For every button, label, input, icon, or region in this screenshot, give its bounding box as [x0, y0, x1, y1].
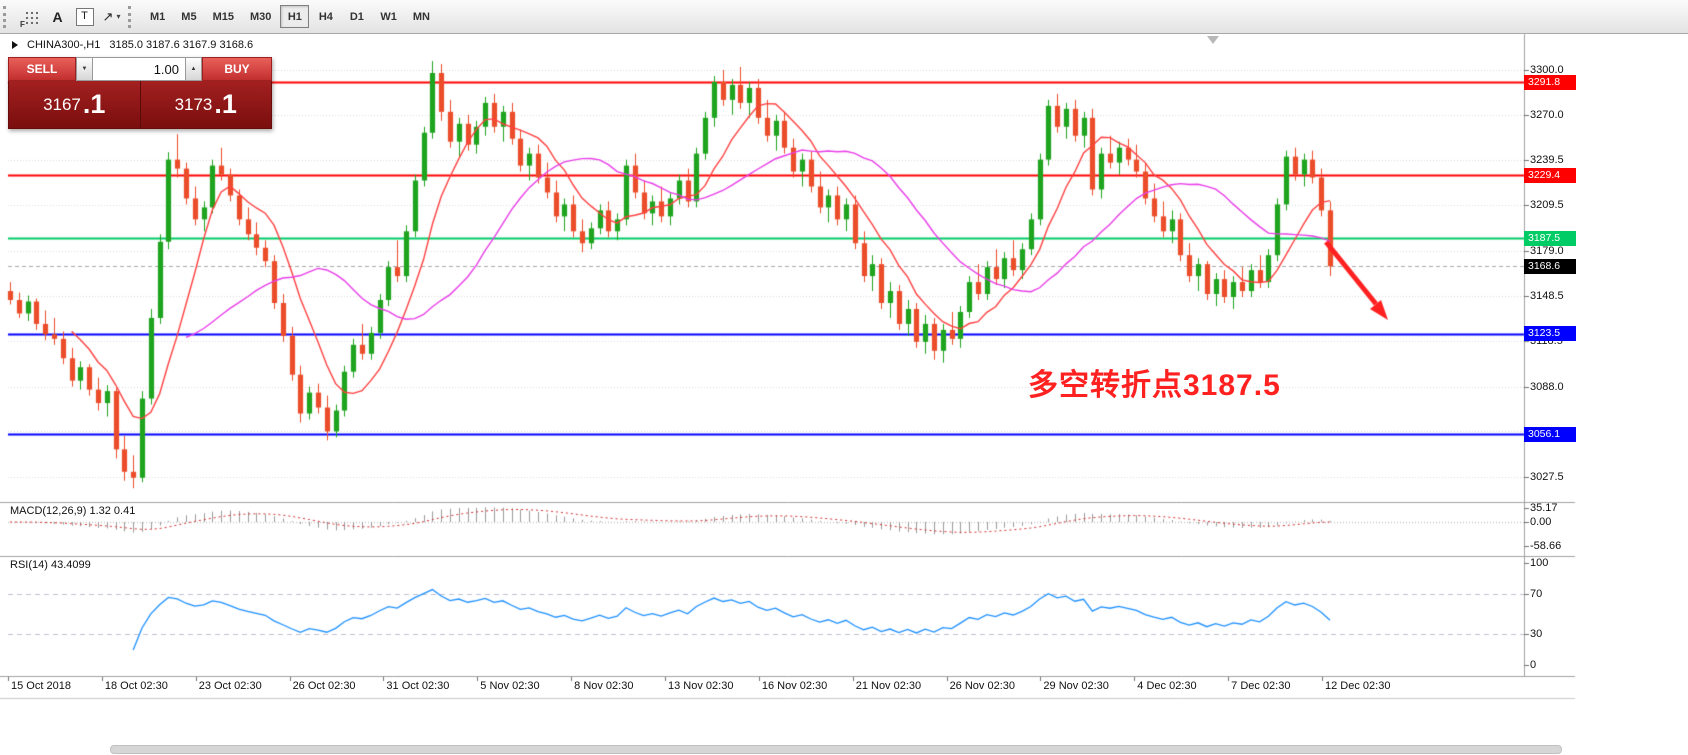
rsi-indicator-label: RSI(14) 43.4099 — [10, 559, 91, 571]
time-axis-label: 15 Oct 2018 — [11, 680, 71, 692]
toolbar-drag-handle[interactable] — [128, 5, 136, 28]
template-tool-button[interactable]: F — [17, 4, 44, 29]
price-level-badge: 3229.4 — [1524, 167, 1576, 183]
timeframe-m1[interactable]: M1 — [143, 5, 172, 28]
text-box-tool-button[interactable]: T — [71, 4, 98, 29]
timeframe-m30[interactable]: M30 — [243, 5, 278, 28]
toolbar: F A T ↗ ▾ M1 M5 M15 M30 H1 H4 D1 W1 MN — [0, 0, 1688, 34]
price-axis-label: 3239.5 — [1530, 154, 1564, 167]
one-click-trading-panel: SELL ▼ ▲ BUY 3167 .1 3173 .1 — [8, 57, 272, 129]
volume-increase-button[interactable]: ▲ — [185, 57, 202, 81]
timeframe-toolbar: M1 M5 M15 M30 H1 H4 D1 W1 MN — [142, 5, 438, 28]
price-axis-label: 3179.0 — [1530, 244, 1564, 257]
buy-price[interactable]: 3173 .1 — [141, 81, 272, 128]
time-axis-label: 29 Nov 02:30 — [1043, 680, 1109, 692]
buy-price-main: 3173 — [174, 94, 213, 114]
volume-decrease-button[interactable]: ▼ — [76, 57, 93, 81]
chart-shift-marker-icon — [1207, 36, 1219, 44]
price-axis-label: 3300.0 — [1530, 64, 1564, 76]
time-axis-label: 5 Nov 02:30 — [480, 680, 540, 692]
price-level-badge: 3123.5 — [1524, 326, 1576, 342]
time-axis-label: 18 Oct 02:30 — [104, 680, 168, 692]
toolbar-drag-handle[interactable] — [3, 5, 11, 28]
timeframe-w1[interactable]: W1 — [373, 5, 404, 28]
timeframe-h1[interactable]: H1 — [280, 5, 310, 28]
price-level-badge: 3168.6 — [1524, 258, 1576, 274]
sell-button[interactable]: SELL — [8, 57, 76, 81]
letter-a-icon: A — [52, 8, 63, 25]
chevron-down-icon: ▾ — [116, 12, 121, 21]
symbol-ohlc-values: 3185.0 3187.6 3167.9 3168.6 — [109, 39, 254, 51]
buy-button[interactable]: BUY — [202, 57, 272, 81]
timeframe-h4[interactable]: H4 — [311, 5, 340, 28]
horizontal-scrollbar[interactable] — [110, 745, 1562, 754]
boxed-t-icon: T — [75, 7, 94, 26]
sell-price-main: 3167 — [43, 94, 81, 114]
timeframe-m15[interactable]: M15 — [206, 5, 241, 28]
dots-grid-icon — [23, 9, 38, 24]
price-level-badge: 3291.8 — [1524, 74, 1576, 90]
price-axis-label: 3270.0 — [1530, 108, 1564, 121]
price-axis-label: 3088.0 — [1530, 380, 1564, 393]
time-axis-label: 26 Oct 02:30 — [292, 680, 356, 692]
rsi-axis-label: 0 — [1530, 659, 1537, 671]
price-level-badge: 3187.5 — [1524, 230, 1576, 246]
time-axis-label: 12 Dec 02:30 — [1325, 680, 1391, 692]
macd-axis-label: 35.17 — [1530, 502, 1558, 514]
price-level-badge: 3056.1 — [1524, 426, 1576, 442]
timeframe-d1[interactable]: D1 — [342, 5, 371, 28]
rsi-axis-label: 70 — [1530, 588, 1543, 600]
price-axis-label: 3027.5 — [1530, 471, 1564, 483]
time-axis-label: 26 Nov 02:30 — [949, 680, 1015, 692]
sell-price-fraction: .1 — [82, 89, 106, 119]
buy-price-fraction: .1 — [214, 89, 237, 119]
text-label-tool-button[interactable]: A — [44, 4, 71, 29]
timeframe-mn[interactable]: MN — [406, 5, 437, 28]
arrow-tool-button[interactable]: ↗ ▾ — [98, 4, 125, 29]
time-axis-label: 13 Nov 02:30 — [668, 680, 734, 692]
symbol-name: CHINA300-,H1 — [27, 39, 101, 51]
chart-symbol-header: CHINA300-,H1 3185.0 3187.6 3167.9 3168.6 — [12, 39, 253, 51]
time-axis-label: 4 Dec 02:30 — [1137, 680, 1197, 692]
time-axis-label: 21 Nov 02:30 — [855, 680, 922, 692]
macd-indicator-label: MACD(12,26,9) 1.32 0.41 — [10, 505, 136, 517]
sell-price[interactable]: 3167 .1 — [9, 81, 140, 128]
trade-controls-row: SELL ▼ ▲ BUY — [8, 57, 272, 81]
time-axis-label: 7 Dec 02:30 — [1231, 680, 1291, 692]
volume-input[interactable] — [93, 57, 185, 81]
template-tool-label: F — [20, 20, 25, 29]
annotation-text: 多空转折点3187.5 — [1028, 369, 1281, 402]
price-axis-label: 3209.5 — [1530, 199, 1564, 212]
bid-ask-prices: 3167 .1 3173 .1 — [8, 81, 272, 129]
macd-axis-label: -58.66 — [1530, 540, 1562, 552]
timeframe-m5[interactable]: M5 — [174, 5, 203, 28]
price-divider — [139, 81, 141, 128]
time-axis-label: 31 Oct 02:30 — [386, 680, 450, 692]
arrow-icon: ↗ — [102, 8, 114, 24]
time-axis-label: 8 Nov 02:30 — [574, 680, 634, 692]
price-axis-label: 3148.5 — [1530, 290, 1564, 303]
time-axis-label: 16 Nov 02:30 — [761, 680, 828, 692]
macd-axis-label: 0.00 — [1530, 516, 1552, 528]
rsi-axis-label: 30 — [1530, 628, 1543, 640]
symbol-marker-icon — [12, 41, 18, 49]
rsi-axis-label: 100 — [1530, 557, 1549, 569]
time-axis-label: 23 Oct 02:30 — [198, 680, 262, 692]
